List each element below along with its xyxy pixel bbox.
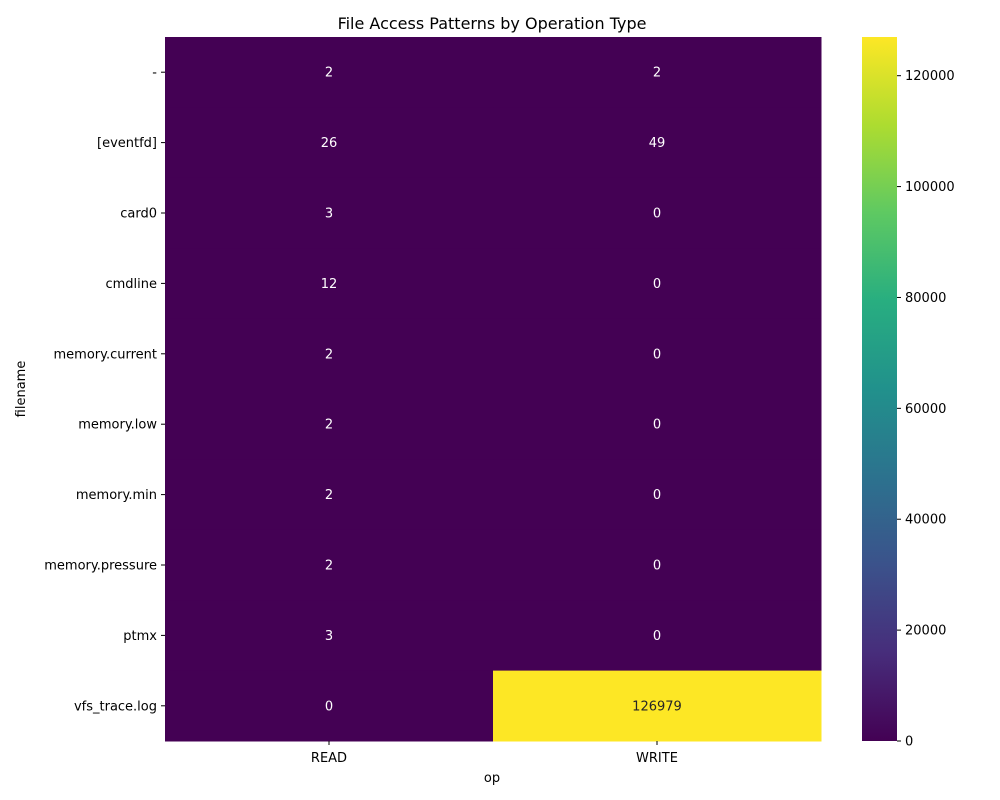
cell-value-label: 2 xyxy=(325,488,333,503)
cell-value-label: 0 xyxy=(653,207,661,222)
heatmap-cell xyxy=(493,389,822,460)
heatmap-cell xyxy=(165,459,494,531)
x-tick-label: WRITE xyxy=(636,751,678,766)
cell-value-label: 126979 xyxy=(632,699,682,714)
y-tick-label: card0 xyxy=(120,207,157,222)
heatmap-cell xyxy=(165,529,494,601)
colorbar-ticks: 0 20000 40000 60000 80000 100000 120000 xyxy=(897,69,955,750)
heatmap-cell xyxy=(493,529,822,601)
colorbar-tick-label: 40000 xyxy=(905,513,946,528)
y-tick-label: memory.pressure xyxy=(44,559,157,574)
heatmap-cell xyxy=(493,600,822,672)
heatmap-cell xyxy=(165,600,494,672)
colorbar-tick-label: 120000 xyxy=(905,69,955,84)
heatmap-cell-labels: 2 2 26 49 3 0 12 0 2 0 2 0 2 0 2 0 3 0 0 126979 xyxy=(321,66,682,715)
colorbar-tick-label: 80000 xyxy=(905,291,946,306)
colorbar-tick-label: 20000 xyxy=(905,624,946,639)
cell-value-label: 0 xyxy=(653,418,661,433)
heatmap-cell xyxy=(493,37,822,108)
y-axis-ticks: - [eventfd] card0 cmdline memory.current memo… xyxy=(44,66,165,714)
heatmap-cell xyxy=(493,107,822,179)
y-tick-label: - xyxy=(152,66,157,81)
cell-value-label: 0 xyxy=(653,629,661,644)
cell-value-label: 0 xyxy=(325,699,333,714)
heatmap-cell xyxy=(165,248,494,320)
heatmap-cell xyxy=(493,459,822,531)
chart-title: File Access Patterns by Operation Type xyxy=(338,14,647,33)
y-tick-label: cmdline xyxy=(105,277,157,292)
y-tick-label: ptmx xyxy=(123,629,157,644)
cell-value-label: 0 xyxy=(653,559,661,574)
heatmap-cell xyxy=(165,389,494,460)
cell-value-label: 2 xyxy=(325,418,333,433)
cell-value-label: 3 xyxy=(325,629,333,644)
y-tick-label: memory.current xyxy=(54,347,158,362)
heatmap-cell xyxy=(493,670,822,742)
y-tick-label: vfs_trace.log xyxy=(74,699,157,714)
heatmap-cell xyxy=(165,318,494,390)
cell-value-label: 2 xyxy=(325,66,333,81)
cell-value-label: 12 xyxy=(321,277,338,292)
y-tick-label: memory.low xyxy=(78,418,157,433)
cell-value-label: 0 xyxy=(653,277,661,292)
colorbar xyxy=(862,37,897,741)
cell-value-label: 0 xyxy=(653,488,661,503)
heatmap-cell xyxy=(493,248,822,320)
cell-value-label: 49 xyxy=(649,136,666,151)
y-axis-label: filename xyxy=(14,361,29,418)
cell-value-label: 26 xyxy=(321,136,338,151)
heatmap-cell xyxy=(493,318,822,390)
heatmap-cell xyxy=(165,177,494,249)
cell-value-label: 2 xyxy=(325,347,333,362)
heatmap-cell xyxy=(165,37,494,108)
cell-value-label: 0 xyxy=(653,347,661,362)
cell-value-label: 2 xyxy=(653,66,661,81)
y-tick-label: [eventfd] xyxy=(97,136,157,151)
colorbar-tick-label: 0 xyxy=(905,735,913,750)
x-axis-label: op xyxy=(484,771,500,786)
x-tick-label: READ xyxy=(311,751,347,766)
heatmap-cells xyxy=(165,37,822,742)
heatmap-cell xyxy=(165,670,494,742)
heatmap-cell xyxy=(493,177,822,249)
x-axis-ticks: READ WRITE xyxy=(311,741,678,766)
colorbar-tick-label: 100000 xyxy=(905,180,955,195)
cell-value-label: 3 xyxy=(325,207,333,222)
heatmap-cell xyxy=(165,107,494,179)
y-tick-label: memory.min xyxy=(76,488,157,503)
cell-value-label: 2 xyxy=(325,559,333,574)
colorbar-tick-label: 60000 xyxy=(905,402,946,417)
